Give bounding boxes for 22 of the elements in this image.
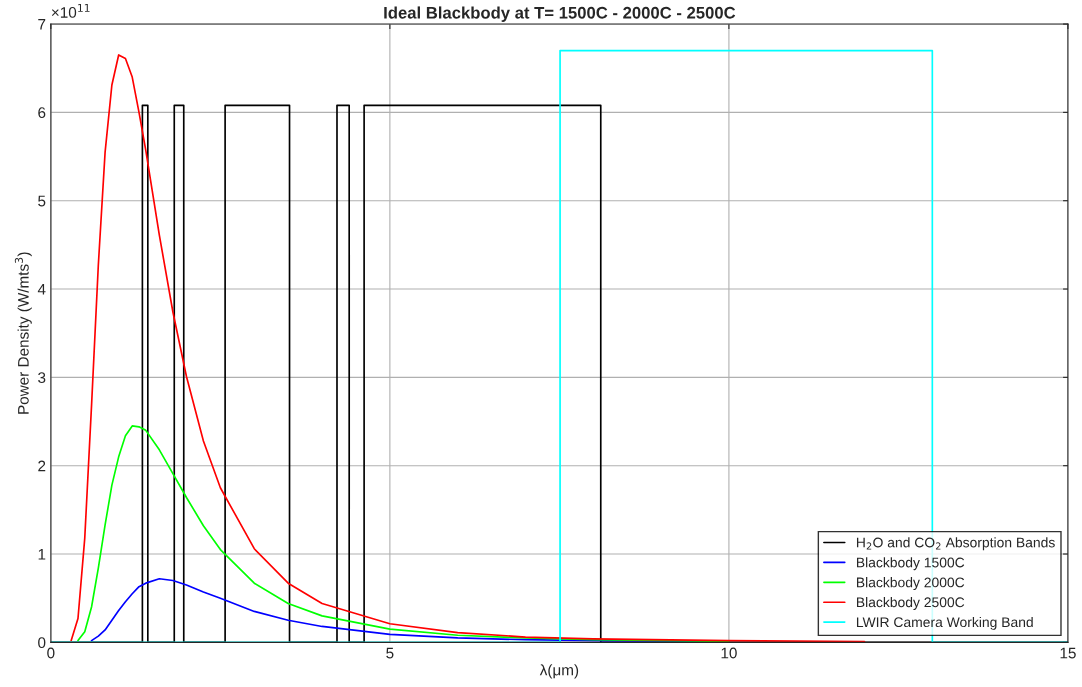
text: ×10$^{11}$ xyxy=(51,4,90,18)
y-axis-title: Power Density (W/mts$^{3}$) xyxy=(14,252,32,414)
x-axis-title: λ(μm) xyxy=(539,664,579,679)
chart-title: Ideal Blackbody at T= 1500C - 2000C - 2500C xyxy=(384,6,736,22)
y-tick-label: 7 xyxy=(38,19,46,30)
y-tick-label: 5 xyxy=(38,195,46,207)
x-tick-label: 15 xyxy=(1060,647,1076,659)
legend-label: Blackbody 1500C xyxy=(856,557,965,571)
line-series xyxy=(77,425,730,643)
x-tick-label: 5 xyxy=(386,647,394,659)
legend-label: Blackbody 2500C xyxy=(856,597,965,610)
y-tick-label: 2 xyxy=(38,460,46,472)
legend-label: H$_{2}$O and CO$_{2}$ Absorption Bands xyxy=(856,537,1055,551)
x-tick-label: 10 xyxy=(721,647,737,659)
legend-label: Blackbody 2000C xyxy=(856,577,965,591)
y-tick-label: 4 xyxy=(37,284,46,295)
x-tick-label: 0 xyxy=(47,647,55,659)
legend-label: LWIR Camera Working Band xyxy=(856,616,1033,630)
y-tick-label: 1 xyxy=(38,549,46,560)
y-tick-label: 0 xyxy=(38,637,46,649)
y-tick-label: 3 xyxy=(38,372,46,384)
y-tick-label: 6 xyxy=(38,107,46,119)
